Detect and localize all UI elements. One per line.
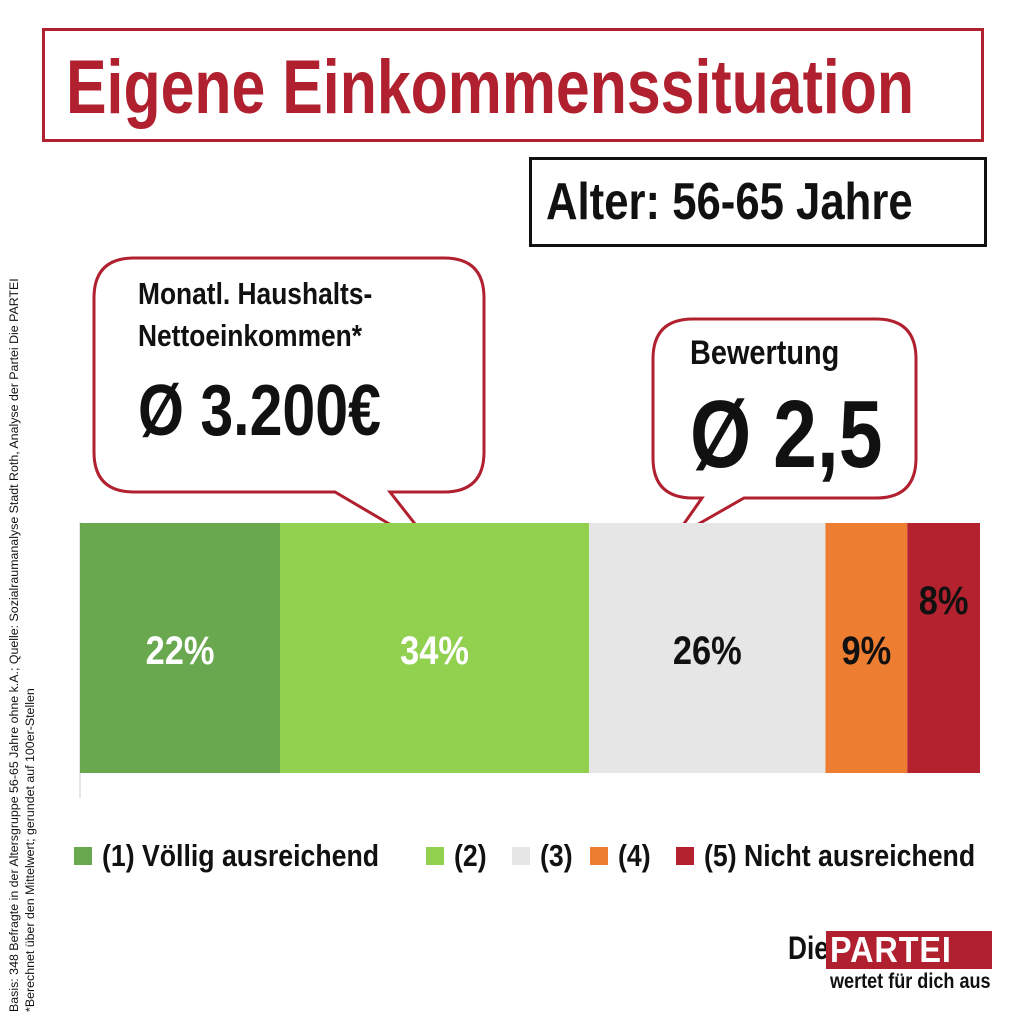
source-footnote-line2: *Berechnet über den Mittelwert; gerundet… xyxy=(23,688,37,1012)
logo-partei-background xyxy=(826,931,992,969)
title-frame xyxy=(42,28,984,142)
bar-label-3: 26% xyxy=(673,628,742,673)
source-footnote: Basis: 348 Befragte in der Altersgruppe … xyxy=(6,112,38,1012)
rating-callout-bubble xyxy=(651,317,918,540)
legend-swatch xyxy=(74,847,92,865)
bar-segment-3 xyxy=(589,523,826,773)
logo-tagline: wertet für dich aus xyxy=(830,970,991,993)
legend-label: (5) Nicht ausreichend xyxy=(704,838,976,873)
legend-label: (4) xyxy=(618,838,651,873)
legend-label: (1) Völlig ausreichend xyxy=(102,838,380,873)
bar-label-1: 22% xyxy=(146,628,215,673)
bar-label-4: 9% xyxy=(842,628,892,673)
page-title: Eigene Einkommenssituation xyxy=(66,45,914,130)
legend-swatch xyxy=(426,847,444,865)
income-label-line2: Nettoeinkommen* xyxy=(138,318,363,353)
bar-labels: 22% 34% 26% 9% 8% xyxy=(146,578,969,673)
legend-swatch xyxy=(590,847,608,865)
bar-segment-5 xyxy=(907,523,980,773)
legend-label: (2) xyxy=(454,838,487,873)
bar-segment-1 xyxy=(80,523,280,773)
source-footnote-line1: Basis: 348 Befragte in der Altersgruppe … xyxy=(7,278,21,1012)
age-group-frame xyxy=(529,157,987,247)
bar-segment-4 xyxy=(825,523,908,773)
income-value: Ø 3.200€ xyxy=(138,371,381,451)
age-group-label: Alter: 56-65 Jahre xyxy=(546,173,913,231)
rating-value: Ø 2,5 xyxy=(690,381,883,488)
legend-swatch xyxy=(512,847,530,865)
logo-die-text: Die xyxy=(788,930,829,966)
legend-swatch xyxy=(676,847,694,865)
bar-segment-2 xyxy=(280,523,590,773)
income-callout-bubble xyxy=(92,256,486,554)
income-label-line1: Monatl. Haushalts- xyxy=(138,276,373,311)
bar-segments xyxy=(80,523,980,773)
bar-label-5: 8% xyxy=(919,578,969,623)
legend-label: (3) xyxy=(540,838,573,873)
rating-label: Bewertung xyxy=(690,334,840,372)
logo-partei-text: PARTEI xyxy=(830,929,952,970)
bar-label-2: 34% xyxy=(400,628,469,673)
